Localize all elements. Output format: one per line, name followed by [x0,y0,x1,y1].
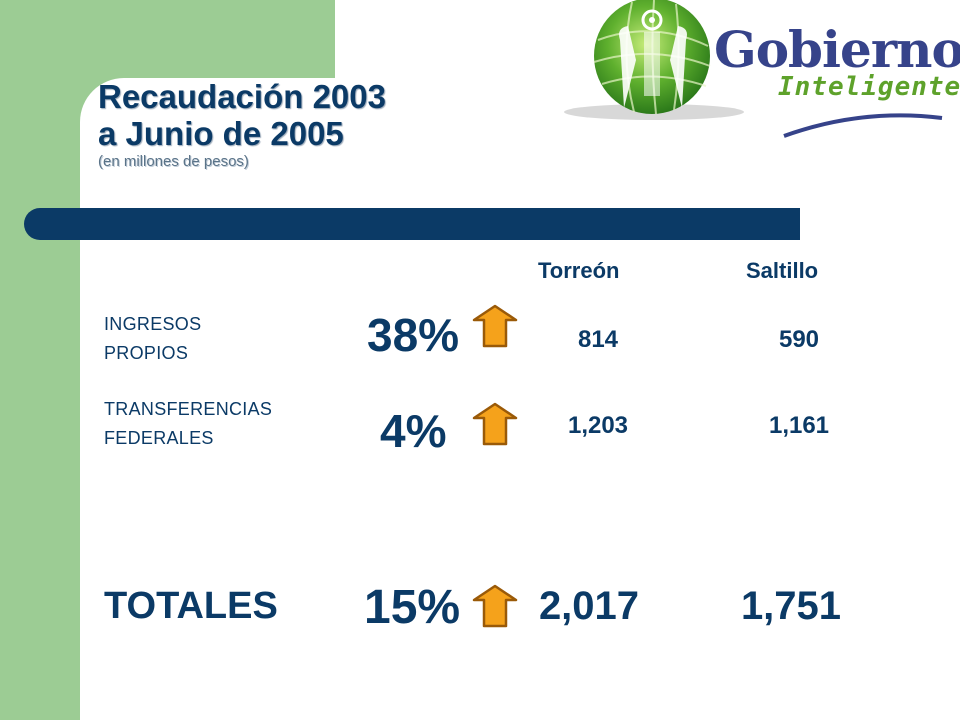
value-transferencias-torreon: 1,203 [567,412,629,439]
value-totales-saltillo: 1,751 [740,584,842,628]
pct-transferencias: 4% [380,405,447,457]
value-transferencias-saltillo: 1,161 [768,412,830,439]
value-totales-torreon: 2,017 [538,584,640,628]
row-label-transferencias: TRANSFERENCIAS FEDERALES [104,395,272,453]
title-line-1: Recaudación 2003 [98,78,386,115]
title-background [80,78,335,218]
pct-totales: 15% [364,581,461,634]
value-ingresos-torreon: 814 [577,326,619,353]
left-green-strip [0,0,80,720]
globe-logo-icon [564,0,943,138]
title-subtitle: (en millones de pesos) [98,153,249,170]
column-header-saltillo: Saltillo [746,258,819,283]
title-divider-bar [24,208,800,240]
slide-title: Recaudación 2003 a Junio de 2005 (en mil… [98,80,386,169]
row-label-line-1: TRANSFERENCIAS [104,399,273,419]
column-header-torreon: Torreón [538,258,620,283]
logo-wordmark: Gobierno [714,20,960,79]
row-label-ingresos: INGRESOS PROPIOS [104,310,201,368]
row-label-line-1: INGRESOS [104,314,202,334]
logo-tagline: Inteligente [778,72,960,102]
up-arrow-icon [472,402,518,446]
row-label-line-2: PROPIOS [104,343,189,363]
row-label-line-2: FEDERALES [104,428,214,448]
totals-label: TOTALES [104,585,278,627]
title-line-2: a Junio de 2005 [98,115,344,152]
up-arrow-icon [472,304,518,348]
pct-ingresos: 38% [367,309,460,361]
up-arrow-icon [472,584,518,628]
value-ingresos-saltillo: 590 [778,326,820,353]
